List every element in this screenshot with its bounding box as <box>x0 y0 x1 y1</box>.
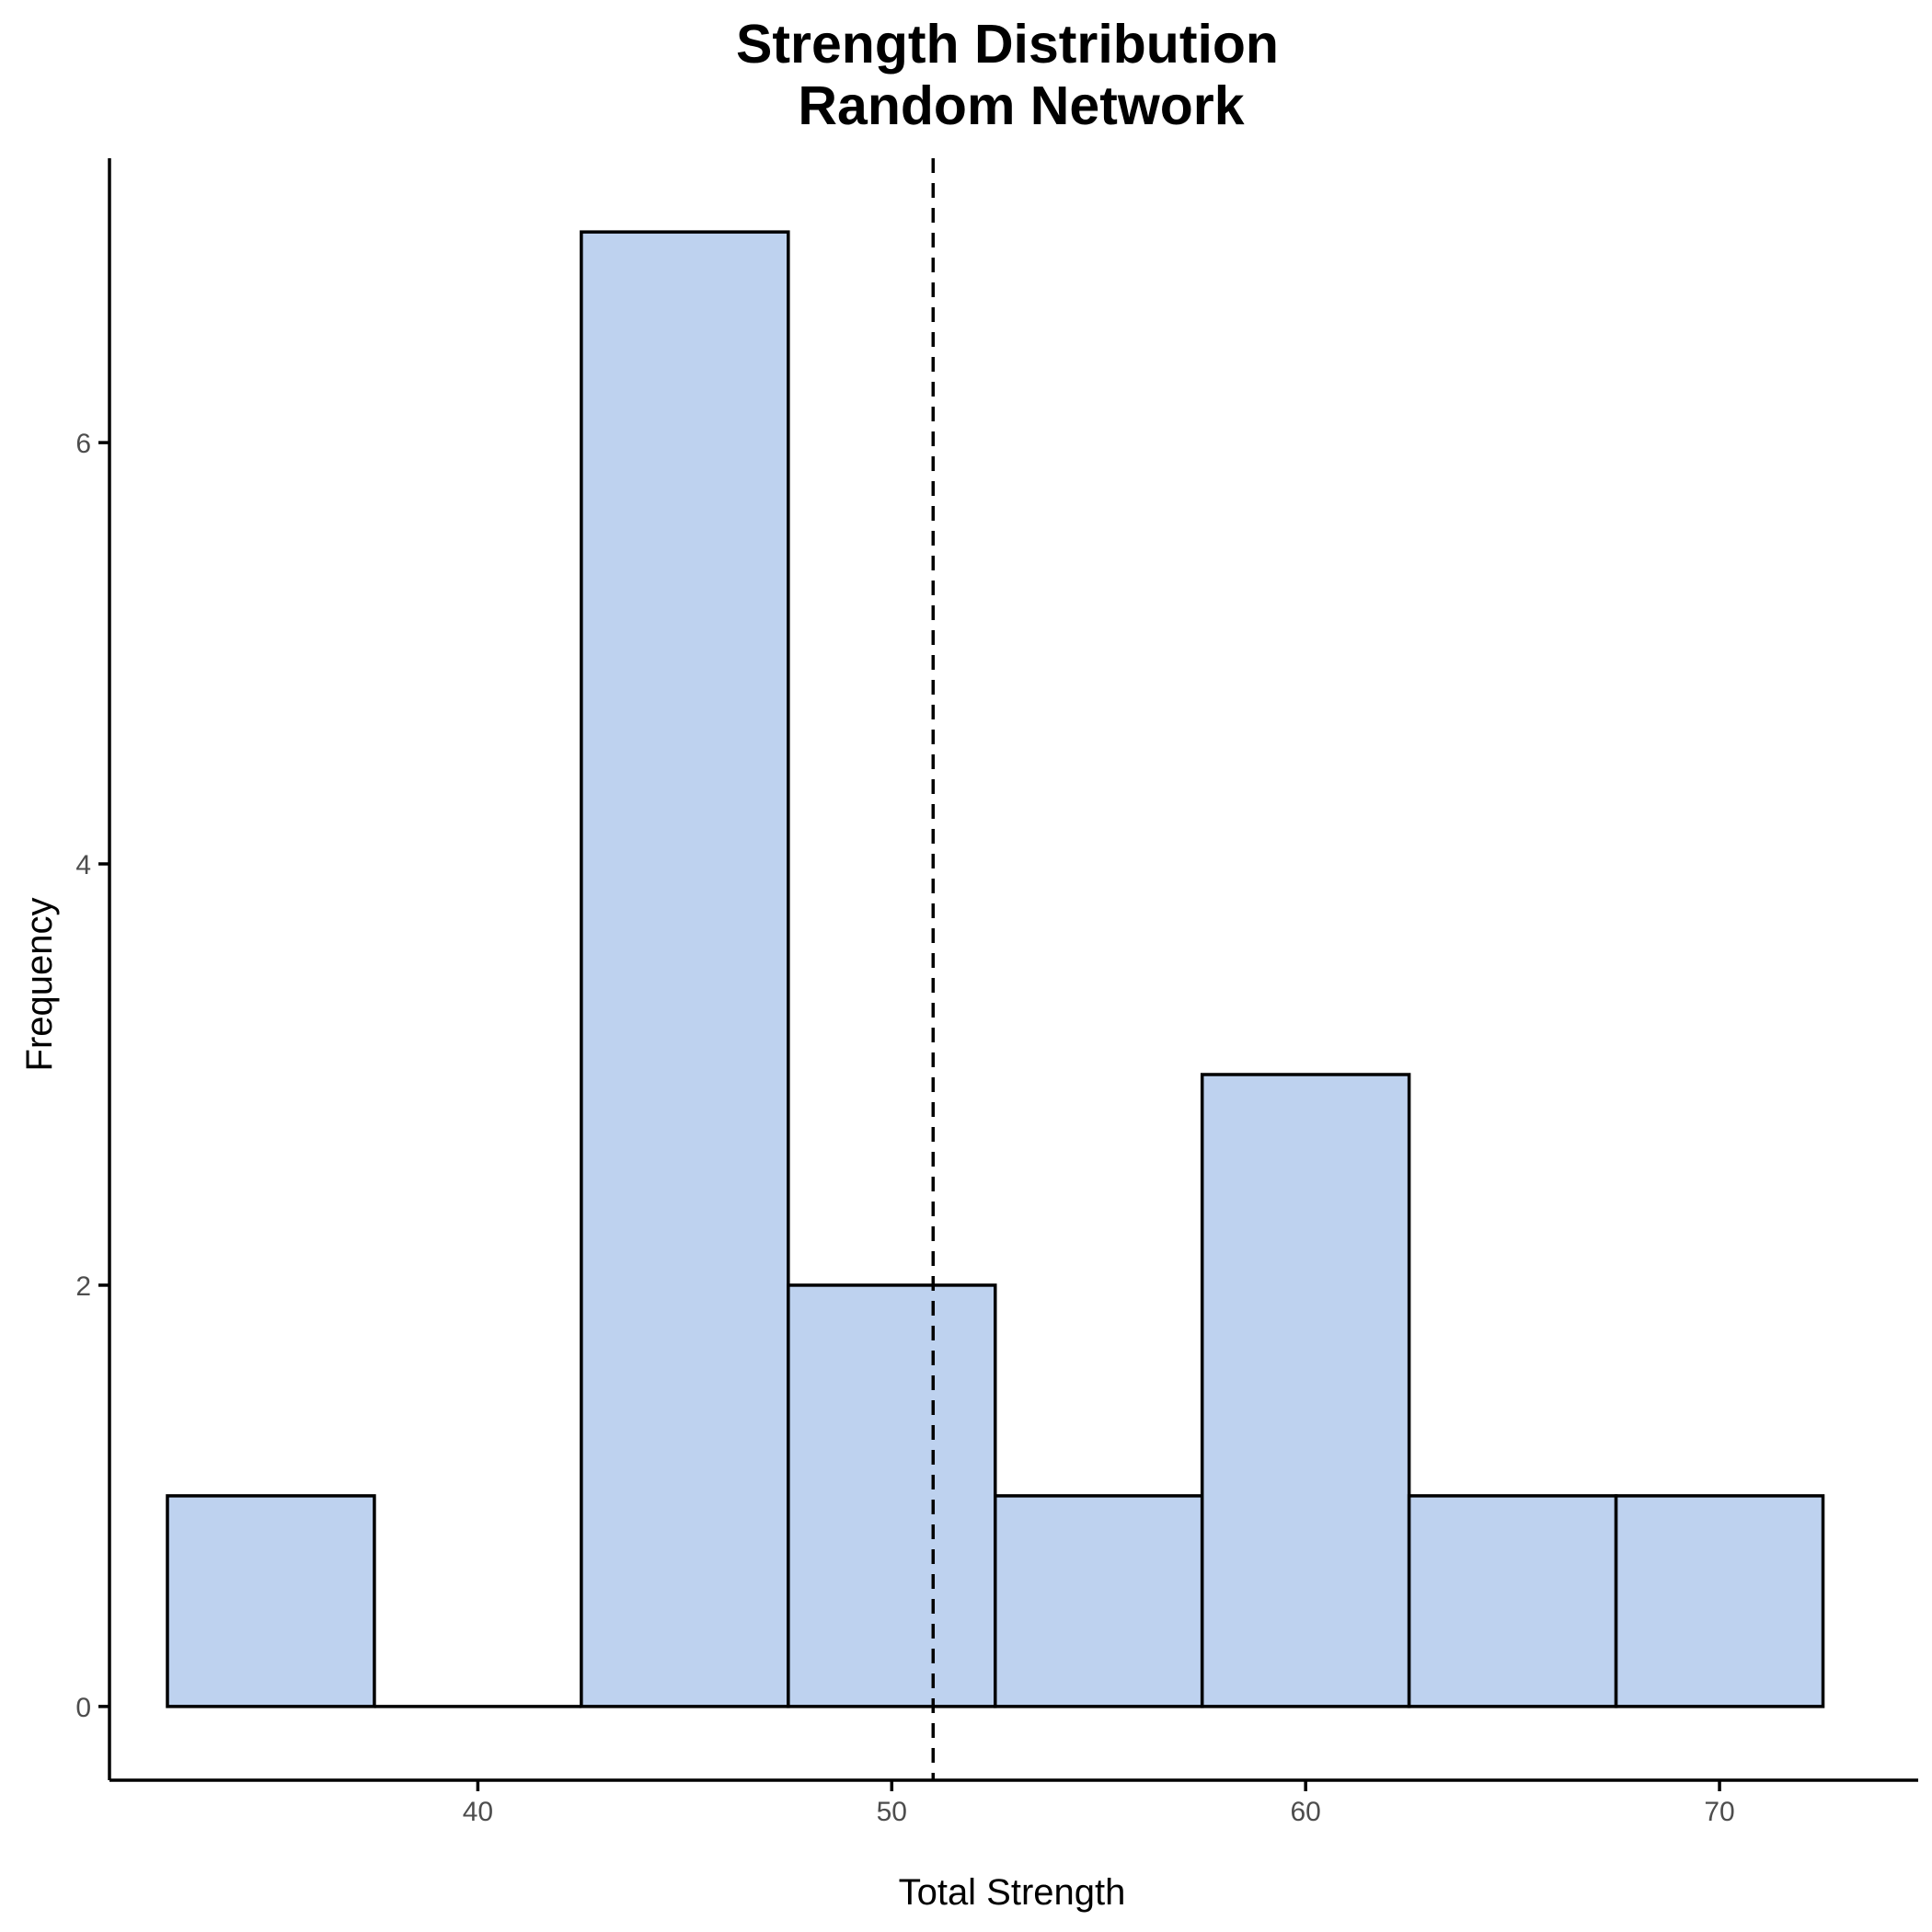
histogram-bar-2 <box>580 230 790 1708</box>
histogram-bar-0 <box>166 1494 376 1708</box>
y-tick-label-4: 4 <box>75 850 91 880</box>
histogram-bar-5 <box>1200 1073 1411 1708</box>
y-axis-title: Frequency <box>19 898 60 1072</box>
x-axis-title: Total Strength <box>899 1872 1126 1913</box>
y-tick-label-2: 2 <box>75 1271 91 1302</box>
x-tick-label-60: 60 <box>1290 1797 1320 1827</box>
histogram-bars <box>166 230 1825 1708</box>
histogram-bar-6 <box>1407 1494 1618 1708</box>
histogram-bar-4 <box>994 1494 1204 1708</box>
histogram-bar-7 <box>1614 1494 1825 1708</box>
x-tick-label-40: 40 <box>463 1797 493 1827</box>
chart-title-line-2: Random Network <box>798 75 1244 136</box>
histogram-bar-3 <box>787 1283 997 1708</box>
chart-title-line-1: Strength Distribution <box>736 14 1279 75</box>
y-tick-label-6: 6 <box>75 429 91 459</box>
axes: 40 50 60 70 0 2 4 6 <box>75 158 1918 1827</box>
x-tick-label-50: 50 <box>877 1797 907 1827</box>
x-tick-label-70: 70 <box>1704 1797 1734 1827</box>
y-tick-label-0: 0 <box>75 1693 91 1723</box>
